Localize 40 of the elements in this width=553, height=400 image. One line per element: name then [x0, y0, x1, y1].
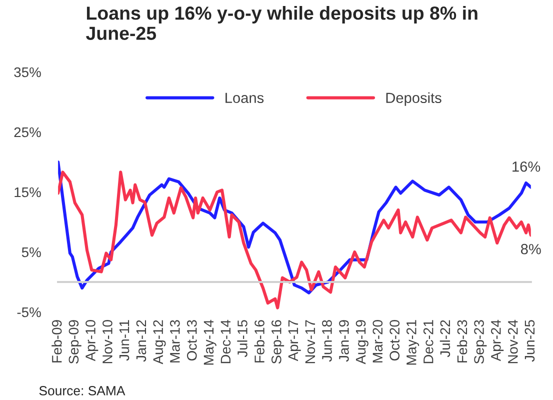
x-tick-label: Aug-19 [356, 320, 368, 364]
x-tick-label: Dec-21 [423, 320, 434, 364]
x-tick-label: Feb-09 [52, 320, 62, 362]
x-tick-label: Jan-19 [339, 320, 349, 362]
annotation: 16% [512, 161, 540, 172]
x-tick-label: Oct-20 [390, 320, 400, 361]
x-tick-label: Jan-12 [136, 320, 146, 362]
x-tick-label: Nov-10 [102, 320, 112, 364]
x-tick-label: Mar-13 [170, 320, 180, 362]
x-tick-label: Sep-23 [474, 320, 487, 364]
y-tick-label: 35% [14, 67, 41, 78]
x-tick-label: May-14 [204, 320, 216, 365]
x-tick-label: Jun-18 [322, 320, 332, 362]
x-tick-label: Jun-11 [119, 320, 130, 361]
x-tick-label: Jun-25 [524, 320, 535, 362]
x-tick-label: Feb-16 [254, 320, 264, 362]
annotation: 8% [520, 244, 541, 254]
y-tick-label: 5% [22, 247, 41, 258]
x-tick-label: Sep-09 [68, 320, 82, 364]
x-tick-label: Apr-17 [288, 320, 301, 362]
chart-title: Loans up 16% y-o-y while deposits up 8% in June-25 [86, 6, 478, 40]
y-tick-label: -5% [17, 307, 41, 318]
x-tick-label: Nov-17 [305, 320, 316, 364]
y-tick-label: 25% [14, 127, 41, 138]
x-tick-label: Dec-14 [220, 320, 231, 364]
x-tick-label: Feb-23 [456, 320, 468, 362]
x-tick-label: May-21 [406, 320, 420, 365]
source-note: Source: SAMA [39, 386, 126, 396]
x-tick-label: Jul-15 [237, 320, 248, 358]
x-tick-label: Nov-24 [508, 320, 518, 364]
x-tick-label: Apr-10 [86, 320, 98, 362]
legend-label: Loans [226, 92, 264, 104]
x-tick-label: Aug-12 [153, 320, 166, 364]
x-tick-label: Sep-16 [271, 320, 284, 364]
y-tick-label: 15% [14, 187, 41, 198]
legend-label: Deposits [386, 92, 442, 106]
x-tick-label: Apr-24 [491, 320, 504, 362]
x-tick-label: Oct-13 [186, 320, 197, 361]
x-tick-label: Mar-20 [372, 320, 383, 362]
x-tick-label: Jul-22 [440, 320, 450, 358]
